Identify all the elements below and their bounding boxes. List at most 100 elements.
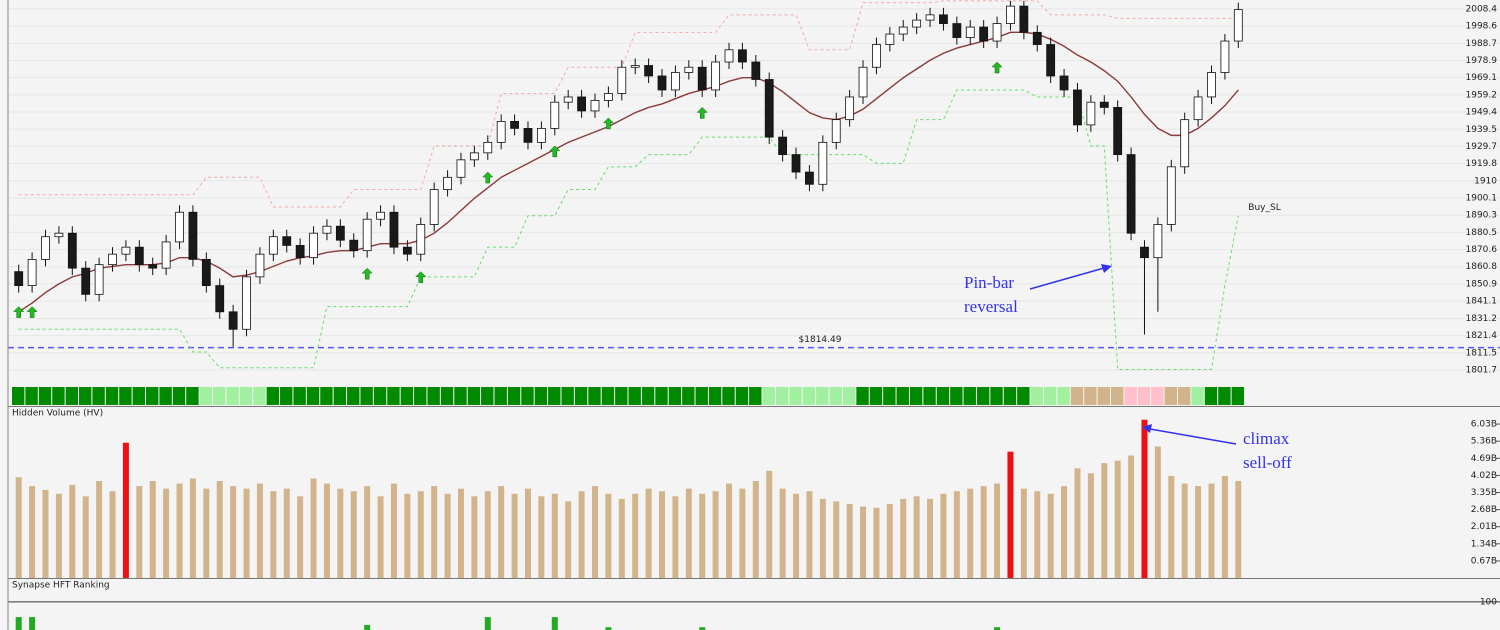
signal-band xyxy=(802,387,816,405)
signal-band xyxy=(1110,387,1124,405)
y-tick-label: 4.02B xyxy=(1471,471,1497,481)
signal-band xyxy=(588,387,601,405)
bar xyxy=(806,491,813,578)
bar xyxy=(136,486,143,578)
bar xyxy=(605,493,612,578)
bar xyxy=(980,486,987,578)
candle-body xyxy=(41,236,50,260)
signal-band xyxy=(762,387,775,405)
candle-body xyxy=(751,61,761,80)
bar xyxy=(685,488,692,578)
candle-body xyxy=(791,154,801,173)
bar xyxy=(659,491,666,578)
candle-body xyxy=(898,26,908,35)
signal-band xyxy=(923,387,936,405)
bar xyxy=(511,493,518,578)
candle-body xyxy=(309,232,318,259)
bar xyxy=(15,617,22,630)
bar xyxy=(457,488,464,578)
bar xyxy=(819,498,826,578)
candle-body xyxy=(242,276,251,330)
candle-body xyxy=(858,66,868,98)
y-tick-label: 5.36B xyxy=(1471,437,1497,447)
candle-body xyxy=(644,65,654,77)
bar xyxy=(967,488,974,578)
signal-band xyxy=(1003,387,1017,405)
candle-body xyxy=(536,127,546,143)
y-tick-label: 1900.1 xyxy=(1466,194,1498,204)
candle-body xyxy=(376,211,385,220)
candle-body xyxy=(335,225,345,241)
annotation-arrowhead xyxy=(1142,424,1152,433)
y-tick-label: 1890.3 xyxy=(1466,211,1498,221)
signal-band xyxy=(25,387,38,405)
bar xyxy=(337,488,344,578)
signal-band xyxy=(226,387,239,405)
signal-band xyxy=(320,387,333,405)
candle-body xyxy=(215,285,225,313)
signal-band xyxy=(199,387,213,405)
signal-band xyxy=(1057,387,1070,405)
signal-band xyxy=(615,387,628,405)
candle-body xyxy=(268,236,278,255)
signal-band xyxy=(186,387,199,405)
y-tick-label: 1801.7 xyxy=(1466,365,1498,375)
candle-body xyxy=(1166,166,1176,225)
buy-arrow xyxy=(482,171,494,184)
candle-body xyxy=(711,61,721,91)
signal-band xyxy=(1070,387,1084,405)
bar xyxy=(42,489,49,578)
bar xyxy=(1181,483,1188,578)
bar xyxy=(793,493,800,578)
signal-band xyxy=(132,387,146,405)
bar xyxy=(886,503,893,578)
bar xyxy=(310,478,317,578)
signal-band xyxy=(628,387,641,405)
bar xyxy=(927,498,934,578)
signal-band xyxy=(1124,387,1137,405)
bar xyxy=(632,493,639,578)
bar xyxy=(1061,486,1068,578)
candle-body xyxy=(885,33,895,45)
candle-body xyxy=(1099,101,1109,108)
y-tick-label: 2008.4 xyxy=(1466,4,1498,14)
candle-body xyxy=(939,14,948,24)
bar xyxy=(390,483,397,578)
signal-band xyxy=(561,387,574,405)
candle-body xyxy=(764,79,774,138)
signal-band xyxy=(708,387,722,405)
signal-band xyxy=(159,387,172,405)
signal-band xyxy=(239,387,253,405)
bar xyxy=(484,491,491,578)
signal-band xyxy=(213,387,226,405)
bar xyxy=(404,493,411,578)
panel-title: Synapse HFT Ranking xyxy=(12,581,110,591)
bar xyxy=(1007,451,1014,578)
bar xyxy=(1221,475,1228,578)
signal-band xyxy=(775,387,789,405)
bar xyxy=(1087,473,1094,578)
signal-band xyxy=(440,387,454,405)
bar xyxy=(712,491,719,578)
signal-band xyxy=(1017,387,1030,405)
bar xyxy=(256,483,263,578)
signal-band xyxy=(869,387,883,405)
signal-band xyxy=(682,387,695,405)
bar xyxy=(1141,419,1148,578)
bar xyxy=(699,493,706,578)
bar xyxy=(994,627,1001,630)
bar xyxy=(672,496,679,578)
candle-body xyxy=(1193,96,1203,121)
signal-band xyxy=(641,387,655,405)
bar xyxy=(900,498,907,578)
signal-band xyxy=(668,387,682,405)
bar xyxy=(860,506,867,578)
signal-band xyxy=(1204,387,1218,405)
candle-body xyxy=(94,264,104,295)
annotation-arrow xyxy=(1149,428,1237,445)
candle-body xyxy=(952,23,962,38)
bar xyxy=(230,486,237,578)
candle-body xyxy=(1046,44,1056,77)
candle-body xyxy=(1153,224,1163,259)
bar xyxy=(471,496,478,578)
